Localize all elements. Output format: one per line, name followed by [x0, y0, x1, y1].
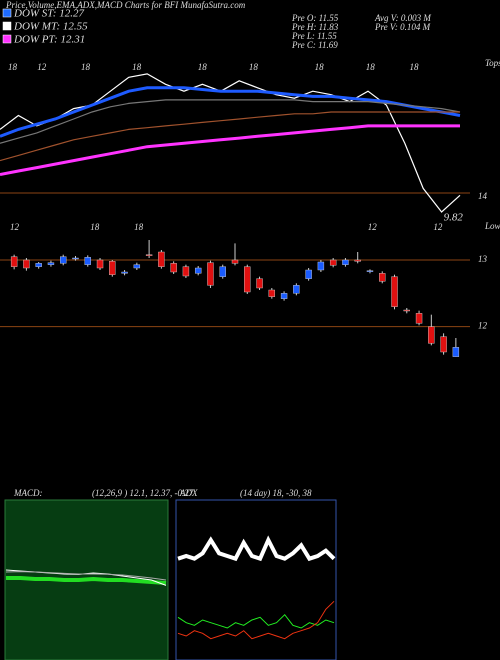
adx-title: ADX [179, 488, 198, 498]
bottom-label: 12 [433, 222, 443, 232]
y-tick-label: 13 [478, 254, 488, 264]
candle-body [23, 259, 30, 269]
y-tick-label: 12 [478, 321, 488, 331]
top-label: 18 [198, 62, 208, 72]
series-line [177, 535, 336, 562]
info-text: Pre H: 11.83 [291, 22, 339, 32]
candle-body [293, 285, 300, 294]
info-text: Pre L: 11.55 [291, 31, 337, 41]
series-line [177, 613, 335, 629]
legend-swatch [2, 34, 12, 44]
info-text: Pre V: 0.104 M [374, 22, 431, 32]
candle-body [256, 278, 263, 289]
adx-subtitle: (14 day) 18, -30, 38 [240, 488, 312, 498]
series-line [0, 124, 460, 176]
top-label: 18 [8, 62, 18, 72]
series-line [0, 86, 461, 138]
candle-body [403, 309, 410, 312]
candle-body [10, 256, 18, 267]
series-line [6, 576, 167, 585]
candle-body [133, 264, 141, 269]
candle-body [47, 262, 55, 265]
candle-body [170, 263, 177, 273]
chart-title: Price,Volume,EMA,ADX,MACD Charts for BFI… [5, 0, 246, 10]
series-line [177, 600, 335, 640]
bottom-label: 18 [134, 222, 144, 232]
top-label: 18 [132, 62, 142, 72]
candle-body [244, 266, 251, 293]
candle-body [84, 257, 91, 265]
adx-panel [175, 499, 337, 660]
candle-body [366, 270, 374, 272]
candle-body [231, 259, 239, 264]
top-label: 18 [249, 62, 259, 72]
candle-body [109, 261, 116, 275]
series-line [0, 111, 460, 162]
candle-body [158, 251, 165, 267]
candle-body [329, 259, 337, 266]
candle-body [415, 313, 423, 324]
candle-body [379, 273, 386, 282]
legend-label: DOW ST: 12.27 [13, 8, 84, 20]
candle-body [219, 266, 226, 277]
info-text: Pre C: 11.69 [291, 40, 338, 50]
candle-body [342, 259, 349, 265]
macd-subtitle: (12,26,9 ) 12.1, 12.37, -0.27 [92, 488, 194, 498]
top-label: 18 [81, 62, 91, 72]
candle-body [268, 289, 276, 297]
candle-body [194, 267, 202, 274]
bottom-label: 18 [90, 222, 100, 232]
bottom-label: 12 [368, 222, 378, 232]
low-label: 9.82 [444, 211, 464, 223]
macd-title: MACD: [13, 488, 43, 498]
legend-label: DOW MT: 12.55 [13, 21, 88, 33]
series-line [5, 571, 167, 581]
info-text: Avg V: 0.003 M [374, 13, 431, 23]
info-text: Pre O: 11.55 [291, 13, 339, 23]
top-label: 18 [315, 62, 325, 72]
legend-label: DOW PT: 12.31 [13, 34, 85, 46]
top-label: 12 [37, 62, 47, 72]
candle-body [72, 257, 79, 260]
candle-body [35, 263, 42, 267]
legend-swatch [2, 8, 12, 18]
candle-body [391, 276, 398, 307]
bottom-label: 12 [10, 222, 20, 232]
candle-body [354, 259, 361, 262]
candle-body [96, 259, 104, 269]
candle-body [121, 271, 128, 274]
top-label: 18 [410, 62, 420, 72]
candle-body [60, 256, 67, 264]
candle-body [452, 347, 460, 357]
candle-body [207, 262, 214, 286]
candle-body [317, 261, 325, 271]
candle-body [182, 266, 190, 277]
top-label: 18 [366, 62, 376, 72]
series-line [0, 99, 461, 144]
candle-body [440, 336, 447, 353]
candle-body [428, 326, 435, 344]
candle-body [280, 293, 288, 299]
legend-swatch [2, 21, 12, 31]
tops-label: Tops [485, 58, 500, 68]
candle-body [145, 254, 153, 256]
lows-label: Lows [484, 221, 500, 231]
candle-body [305, 269, 312, 279]
level-label: 14 [478, 191, 488, 201]
